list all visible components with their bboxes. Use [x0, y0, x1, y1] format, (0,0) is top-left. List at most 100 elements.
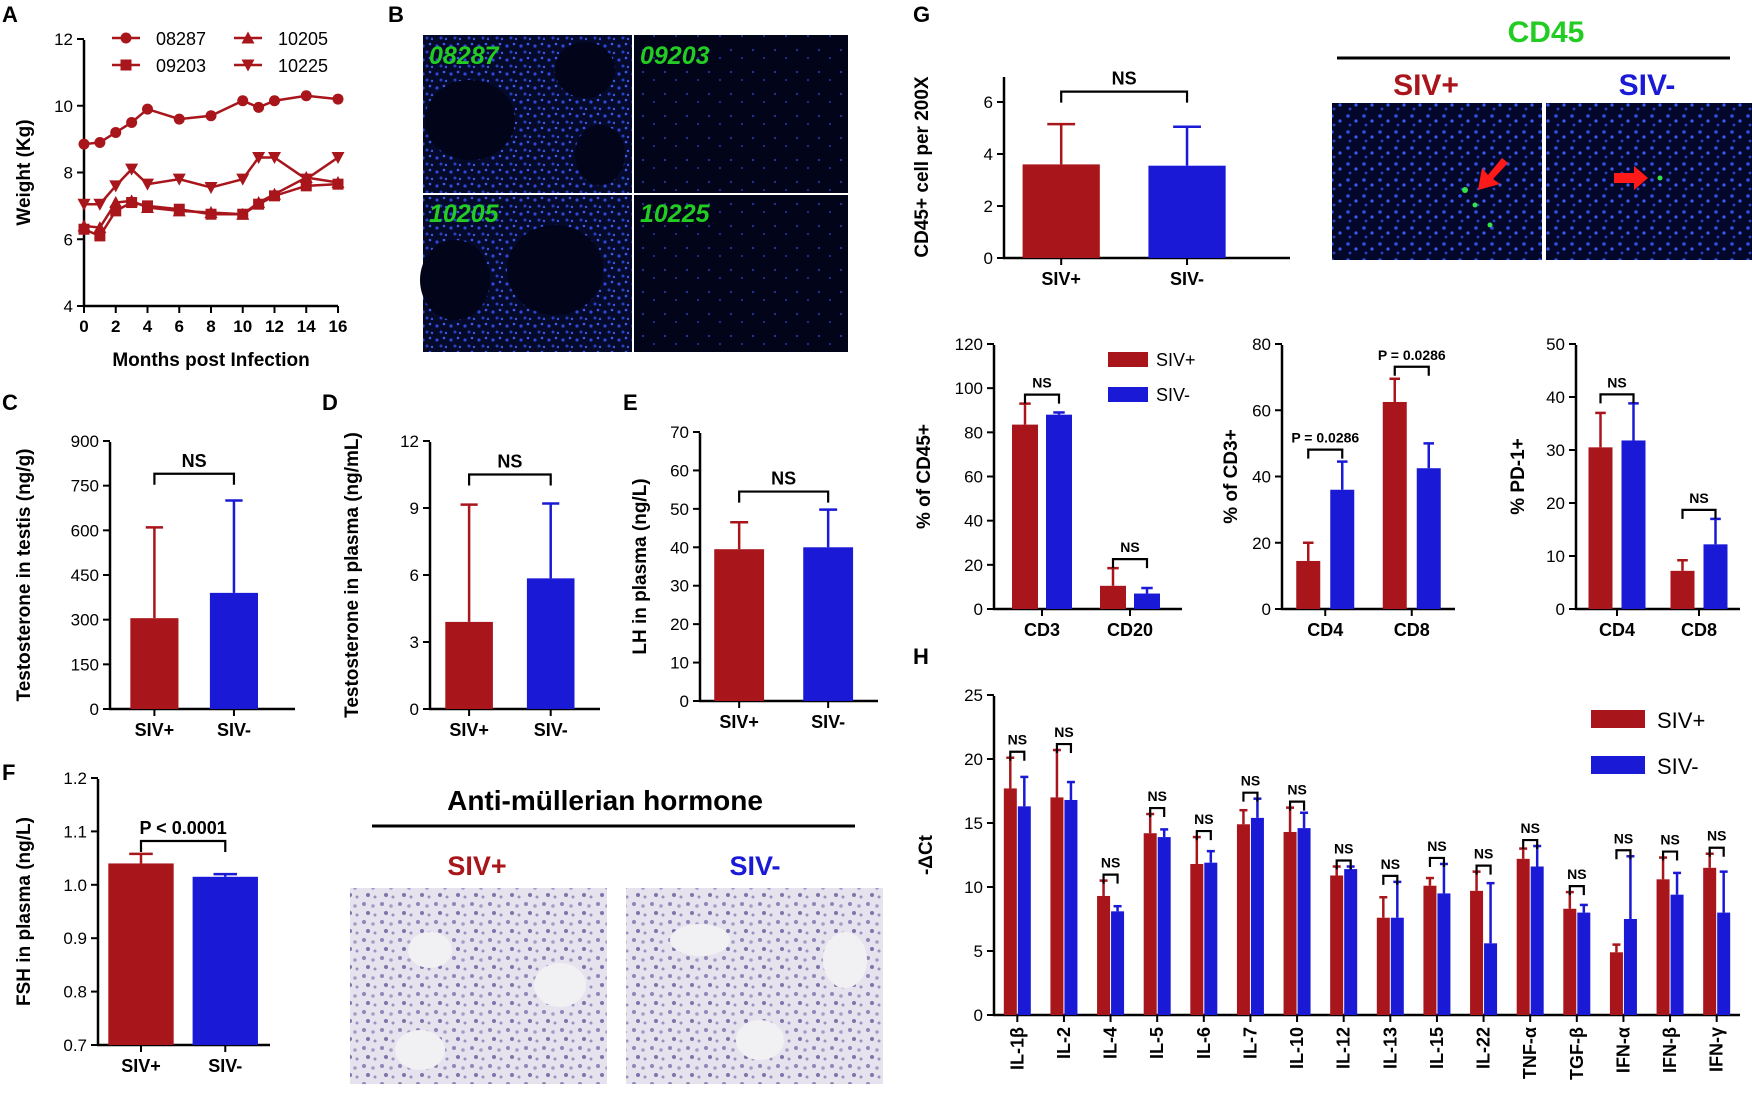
y-tick-label: 70 [670, 423, 689, 442]
y-tick-label: 10 [964, 878, 983, 897]
x-tick-label: CD8 [1681, 620, 1717, 640]
bar-siv-pos [1003, 788, 1017, 1015]
y-tick-label: 120 [955, 335, 983, 354]
cd45-positive-cell [1487, 222, 1493, 228]
y-tick-label: 600 [71, 521, 99, 540]
significance-label: P = 0.0286 [1291, 430, 1359, 446]
marker-circle [142, 103, 153, 115]
y-tick-label: 20 [964, 556, 983, 575]
y-tick-label: 0 [974, 1006, 983, 1025]
y-tick-label: 100 [955, 379, 983, 398]
bar-siv-pos [108, 863, 174, 1045]
marker-triangle-down [236, 173, 250, 186]
amh-right-label: SIV- [729, 851, 780, 881]
significance-bracket [468, 473, 552, 486]
chart-g-cd3-percent: 0 20 40 60 80 % of CD3+ CD4 P = 0.0286 CD8 P = 0.… [1221, 335, 1455, 640]
bar-siv-neg [1623, 919, 1637, 1015]
bar-siv-pos [1588, 447, 1613, 609]
significance-bracket [1568, 885, 1585, 896]
y-tick-label: 0.7 [63, 1036, 87, 1055]
bar-siv-neg [1530, 866, 1544, 1015]
y-tick-label: 6 [64, 230, 73, 249]
marker-square [94, 230, 106, 242]
x-tick-label: SIV- [811, 712, 845, 732]
tubule-lumen [408, 932, 452, 968]
marker-triangle [252, 196, 266, 209]
significance-label: NS [1607, 374, 1626, 390]
significance-bracket [1475, 864, 1492, 875]
marker-triangle [141, 201, 154, 214]
legend-h: SIV+ SIV- [1591, 708, 1705, 779]
y-tick-label: 0.9 [63, 929, 87, 948]
bar-siv-pos [1296, 560, 1321, 609]
significance-bracket [1060, 90, 1189, 103]
marker-triangle-down [172, 173, 186, 186]
marker-triangle [268, 187, 281, 200]
marker-square [300, 180, 312, 192]
legend-swatch-siv-pos [1591, 710, 1645, 728]
bar-siv-pos [130, 618, 179, 709]
y-tick-label: 30 [1546, 441, 1565, 460]
x-tick-label: CD4 [1599, 620, 1635, 640]
tubule-lumen [534, 963, 586, 1007]
arrow-icon [1614, 166, 1648, 190]
panel-label-c: C [2, 390, 18, 415]
x-tick-label: CD20 [1107, 620, 1153, 640]
panel-label-f: F [2, 760, 15, 785]
marker-triangle-down [125, 163, 139, 176]
x-tick-label: IL-15 [1427, 1027, 1447, 1069]
y-tick-label: 300 [71, 611, 99, 630]
significance-bracket [738, 490, 830, 503]
x-tick-label: 0 [79, 317, 88, 336]
y-tick-label: 3 [410, 633, 419, 652]
significance-label: NS [1287, 782, 1306, 798]
marker-triangle [109, 196, 123, 209]
cd45-micrograph-siv-neg [1546, 103, 1752, 260]
cd45-micrograph-siv-pos [1332, 103, 1542, 260]
significance-label: NS [1032, 375, 1051, 391]
significance-label: NS [1567, 866, 1586, 882]
significance-bracket [1335, 859, 1352, 870]
marker-circle [78, 138, 90, 150]
marker-triangle-down [268, 151, 281, 164]
legend-label-siv-neg: SIV- [1156, 385, 1190, 405]
marker-triangle [331, 176, 345, 189]
marker-circle [300, 90, 312, 102]
y-tick-label: 30 [670, 577, 689, 596]
y-tick-label: 40 [1546, 388, 1565, 407]
y-axis-label: % of CD45+ [914, 424, 935, 529]
marker-triangle [77, 219, 91, 232]
lumen [507, 225, 603, 315]
y-tick-label: 0 [1262, 600, 1271, 619]
y-tick-label: 1.2 [63, 769, 87, 788]
marker-circle [94, 136, 106, 148]
x-tick-label: TNF-α [1520, 1027, 1540, 1079]
bar-siv-neg [1064, 799, 1078, 1015]
x-tick-label: CD8 [1394, 620, 1430, 640]
y-tick-label: 20 [964, 750, 983, 769]
bar-siv-pos [1656, 879, 1670, 1015]
significance-label: NS [1520, 820, 1539, 836]
x-tick-label: SIV+ [135, 720, 175, 740]
y-tick-label: 1.0 [63, 876, 87, 895]
x-tick-label: TGF-β [1567, 1027, 1587, 1080]
x-tick-label: SIV+ [1041, 269, 1081, 289]
panel-f-micrographs: Anti-müllerian hormone SIV+ SIV- [350, 785, 883, 1084]
marker-triangle-down [331, 151, 345, 164]
x-tick-label: SIV+ [449, 720, 489, 740]
bar-siv-neg [803, 547, 854, 701]
chart-e-lh: 0 10 20 30 40 50 60 70 LH in plasma (ng/L) SIV+ SI… [630, 423, 878, 732]
bar-siv-neg [1134, 593, 1160, 609]
y-tick-label: 40 [964, 512, 983, 531]
significance-bracket [1681, 508, 1717, 519]
y-axis-label: Weight (Kg) [14, 119, 35, 225]
tubule-lumen [736, 1020, 784, 1060]
x-tick-label: CD4 [1307, 620, 1343, 640]
significance-bracket [1055, 742, 1073, 754]
y-tick-label: 20 [670, 615, 689, 634]
significance-label: NS [1614, 830, 1633, 846]
significance-bracket [1023, 393, 1061, 404]
bar-siv-neg [1157, 837, 1171, 1015]
significance-label: NS [497, 452, 522, 472]
